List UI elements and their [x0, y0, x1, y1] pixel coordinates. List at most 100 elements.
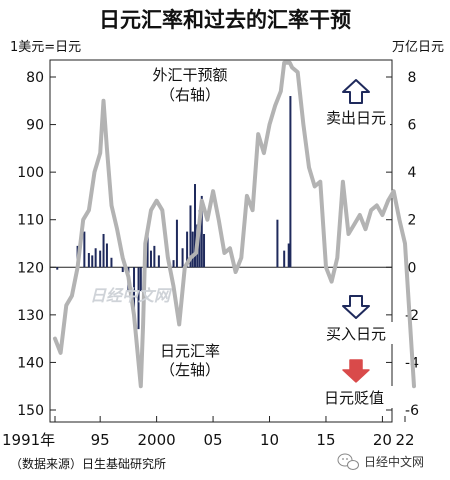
sell-yen-label: 卖出日元: [326, 109, 386, 127]
exchange-rate-point: [93, 171, 96, 173]
exchange-rate-point: [297, 71, 299, 73]
exchange-rate-point: [359, 214, 361, 216]
exchange-rate-point: [122, 257, 124, 259]
right-tick-label: 6: [408, 118, 417, 134]
exchange-rate-point: [257, 133, 259, 135]
brand-name: 日经中文网: [364, 454, 424, 469]
exchange-rate-point: [218, 219, 220, 221]
intervention-bar: [189, 205, 192, 268]
intervention-bar: [276, 219, 279, 268]
intervention-bar: [94, 248, 97, 268]
intervention-bar: [121, 267, 124, 273]
x-tick-label: 1991年: [2, 431, 55, 449]
intervention-bar: [137, 267, 140, 330]
intervention-bar: [87, 253, 90, 268]
chart-title: 日元汇率和过去的汇率干预: [99, 8, 351, 32]
exchange-rate-point: [54, 338, 56, 340]
left-tick-label: 150: [17, 403, 44, 419]
exchange-rate-point: [314, 185, 316, 188]
intervention-bar: [133, 267, 136, 315]
intervention-bar: [283, 250, 286, 268]
yen-depreciation-label-bg: [314, 386, 394, 408]
left-axis: 80 90 100 110 120 130 140 150: [17, 70, 56, 419]
intervention-bar: [287, 243, 290, 268]
exchange-rate-point: [376, 204, 378, 207]
left-tick-label: 120: [17, 260, 44, 276]
intervention-bar: [186, 231, 189, 268]
exchange-rate-point: [127, 276, 129, 278]
exchange-rate-point: [140, 385, 142, 387]
left-tick-label: 80: [26, 70, 44, 86]
exchange-rate-point: [156, 200, 158, 202]
exchange-rate-point: [65, 304, 67, 306]
exchange-rate-point: [161, 209, 163, 211]
intervention-bar: [175, 219, 178, 268]
exchange-rate-point: [195, 252, 197, 254]
intervention-bar: [110, 257, 113, 268]
exchange-rate-point: [184, 266, 186, 268]
exchange-rate-point: [99, 152, 101, 154]
exchange-rate-line: [53, 60, 416, 389]
exchange-rate-point: [381, 214, 384, 216]
intervention-bar: [191, 231, 194, 268]
exchange-rate-point: [331, 280, 333, 283]
exchange-rate-point: [404, 242, 406, 245]
exchange-rate-point: [413, 385, 415, 387]
yen-depreciation-label: 日元贬值: [324, 389, 384, 407]
exchange-rate-point: [172, 285, 175, 287]
exchange-rate-point: [229, 247, 231, 249]
intervention-bar: [146, 226, 149, 268]
intervention-bar: [99, 250, 102, 268]
rate-line-layer: [53, 60, 416, 389]
rate-label-line2: （左轴）: [160, 361, 220, 379]
rate-label-line1: 日元汇率: [160, 342, 220, 360]
exchange-rate-point: [82, 219, 84, 221]
buy-yen-label: 买入日元: [326, 325, 386, 343]
down-arrow-outline-icon: [342, 295, 370, 319]
intervention-label-line1: 外汇干预额: [152, 66, 227, 84]
exchange-rate-point: [302, 123, 304, 126]
exchange-rate-point: [201, 200, 203, 202]
down-arrow-red-icon: [342, 359, 370, 383]
exchange-rate-point: [393, 190, 395, 192]
exchange-rate-point: [223, 252, 225, 254]
intervention-bar: [157, 255, 160, 268]
exchange-rate-point: [408, 314, 411, 316]
exchange-rate-point: [263, 152, 265, 154]
exchange-rate-point: [212, 190, 214, 192]
intervention-bar: [194, 184, 196, 268]
intervention-bar: [102, 233, 105, 268]
intervention-label-line2: （右轴）: [160, 86, 220, 104]
sell-yen-label-bg: [322, 106, 390, 128]
intervention-bar: [289, 96, 292, 268]
exchange-rate-point: [133, 314, 135, 316]
exchange-rate-point: [342, 181, 344, 183]
right-axis-unit: 万亿日元: [392, 40, 444, 55]
intervention-bar: [200, 195, 203, 268]
wechat-bubble-icon: [337, 453, 359, 470]
exchange-rate-point: [206, 219, 209, 221]
exchange-rate-point: [144, 242, 146, 245]
intervention-bar: [139, 267, 142, 292]
intervention-bar: [203, 233, 206, 268]
right-tick-label: -2: [405, 308, 419, 324]
left-tick-label: 100: [17, 165, 44, 181]
exchange-rate-point: [387, 200, 389, 202]
exchange-rate-point: [325, 266, 327, 268]
intervention-bar: [91, 255, 94, 268]
exchange-rate-point: [71, 295, 73, 297]
x-tick-label: 2000: [138, 431, 176, 449]
left-axis-unit: 1美元=日元: [10, 40, 81, 55]
exchange-rate-point: [167, 257, 169, 259]
x-tick-label: 95: [91, 431, 110, 449]
exchange-rate-point: [235, 271, 237, 273]
exchange-rate-point: [353, 223, 355, 226]
right-tick-label: -6: [405, 403, 419, 419]
exchange-rate-point: [76, 266, 79, 268]
intervention-bar: [83, 231, 86, 268]
exchange-rate-point: [347, 233, 350, 235]
exchange-rate-point: [246, 195, 248, 197]
x-tick-label: 20: [373, 431, 392, 449]
